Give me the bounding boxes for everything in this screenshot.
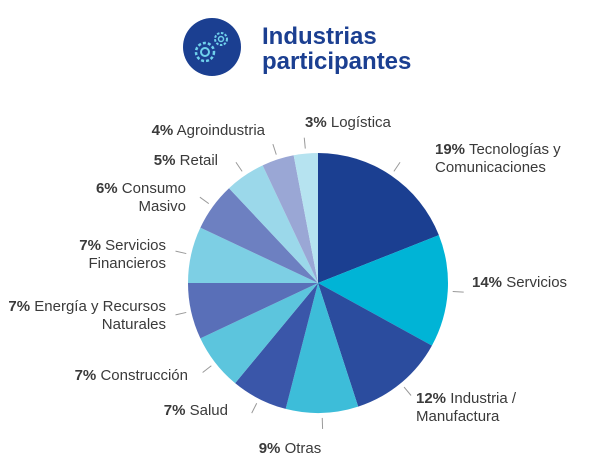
- category-label: Consumo Masivo: [121, 180, 186, 215]
- value-label: 4%: [151, 122, 174, 139]
- pie-slice: [235, 283, 318, 409]
- leader-line: [303, 137, 306, 149]
- value-label: 14%: [472, 274, 503, 291]
- value-label: 9%: [258, 440, 281, 457]
- category-label: Industria / Manufactura: [416, 390, 517, 425]
- slice-label: 12% Industria / Manufactura: [416, 390, 546, 426]
- slice-label: 7% Construcción: [8, 367, 188, 385]
- pie-slice: [318, 153, 439, 283]
- leader-line: [251, 403, 258, 414]
- category-label: Salud: [189, 402, 228, 419]
- value-label: 7%: [163, 402, 186, 419]
- leader-line: [235, 161, 243, 172]
- slice-label: 7% Salud: [108, 402, 228, 420]
- slice-label: 6% Consumo Masivo: [56, 180, 186, 216]
- leader-line: [175, 311, 187, 316]
- slice-label: 3% Logística: [305, 114, 425, 132]
- value-label: 3%: [305, 114, 327, 131]
- value-label: 5%: [153, 152, 176, 169]
- pie-slice: [229, 165, 318, 283]
- slice-label: 9% Otras: [240, 440, 340, 458]
- pie-slice: [200, 188, 318, 283]
- pie-slice: [318, 235, 449, 346]
- pie-slice: [188, 283, 318, 339]
- icon: [183, 18, 241, 76]
- slice-label: 7% Energía y Recursos Naturales: [0, 298, 166, 334]
- leader-line: [452, 290, 464, 293]
- pie-slice: [188, 227, 318, 283]
- leader-line: [202, 365, 212, 373]
- slice-label: 4% Agroindustria: [105, 122, 265, 140]
- value-label: 7%: [74, 367, 97, 384]
- pie-slice: [262, 155, 318, 283]
- category-label: Energía y Recursos Naturales: [34, 298, 166, 333]
- pie-slice: [285, 283, 359, 414]
- value-label: 12%: [416, 390, 447, 407]
- category-label: Tecnologías y Comunicaciones: [435, 141, 561, 176]
- category-label: Agroindustria: [176, 122, 265, 139]
- pie-slice: [293, 153, 318, 283]
- category-label: Logística: [330, 114, 391, 131]
- pie-slice: [200, 283, 318, 384]
- value-label: 7%: [79, 237, 101, 254]
- category-label: Otras: [284, 440, 322, 457]
- leader-line: [403, 386, 412, 396]
- value-label: 6%: [95, 180, 118, 197]
- leader-line: [199, 196, 210, 205]
- slice-label: 5% Retail: [98, 152, 218, 170]
- leader-line: [393, 161, 401, 172]
- slice-label: 19% Tecnologías y Comunicaciones: [435, 141, 592, 177]
- slice-label: 14% Servicios: [472, 274, 592, 292]
- leader-line: [272, 143, 277, 155]
- category-label: Servicios: [506, 274, 568, 291]
- value-label: 7%: [8, 298, 31, 315]
- leader-line: [175, 250, 187, 255]
- slice-label: 7% Servicios Financieros: [36, 237, 166, 273]
- category-label: Construcción: [100, 367, 188, 384]
- value-label: 19%: [435, 141, 466, 158]
- category-label: Retail: [179, 152, 218, 169]
- chart-title: Industrias participantes: [262, 23, 412, 75]
- pie-slice: [318, 283, 432, 407]
- category-label: Servicios Financieros: [88, 237, 166, 272]
